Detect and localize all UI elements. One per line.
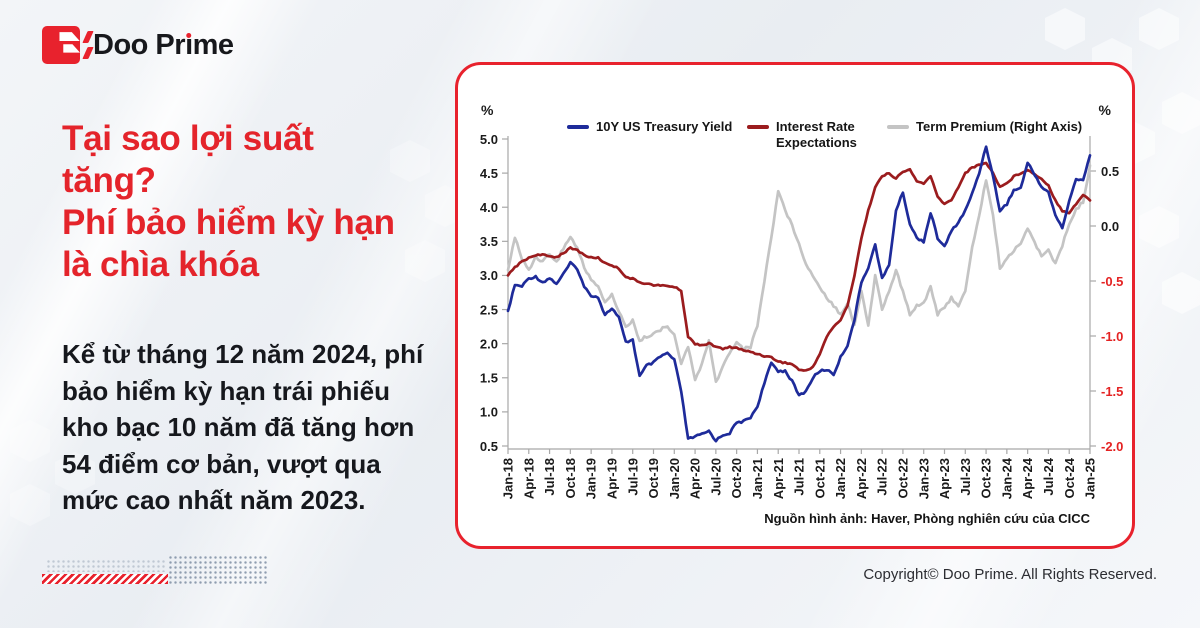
legend-line-swatch-blue xyxy=(567,125,589,129)
svg-text:Apr-24: Apr-24 xyxy=(1020,457,1035,499)
headline: Tại sao lợi suất tăng? Phí bảo hiểm kỳ hạn… xyxy=(62,119,395,284)
svg-text:Jul-22: Jul-22 xyxy=(875,458,890,496)
svg-text:Jan-22: Jan-22 xyxy=(833,458,848,499)
svg-text:4.0: 4.0 xyxy=(480,200,498,215)
deco-dot-grid-light xyxy=(46,559,166,572)
svg-text:3.0: 3.0 xyxy=(480,268,498,283)
svg-text:Jul-18: Jul-18 xyxy=(542,458,557,496)
svg-text:Oct-20: Oct-20 xyxy=(729,458,744,498)
svg-text:Oct-18: Oct-18 xyxy=(563,458,578,498)
svg-text:Jan-19: Jan-19 xyxy=(584,458,599,499)
svg-text:Jan-23: Jan-23 xyxy=(916,458,931,499)
svg-text:3.5: 3.5 xyxy=(480,234,498,249)
svg-text:Oct-24: Oct-24 xyxy=(1062,457,1077,498)
legend-label: 10Y US Treasury Yield xyxy=(596,119,733,134)
svg-text:0.5: 0.5 xyxy=(1101,164,1119,179)
logo-arrow-shape xyxy=(59,32,80,42)
legend-label: Interest Rate Expectations xyxy=(776,119,857,150)
svg-text:Oct-21: Oct-21 xyxy=(812,458,827,498)
svg-text:Apr-23: Apr-23 xyxy=(937,458,952,499)
svg-text:Jan-20: Jan-20 xyxy=(667,458,682,499)
svg-text:Oct-19: Oct-19 xyxy=(646,458,661,498)
brand-name: Doo Prıme xyxy=(93,28,234,61)
svg-text:0.5: 0.5 xyxy=(480,439,498,454)
svg-text:-1.0: -1.0 xyxy=(1101,329,1123,344)
svg-text:Jan-24: Jan-24 xyxy=(999,457,1014,499)
svg-text:Jul-21: Jul-21 xyxy=(792,458,807,496)
legend-item-treasury-yield: 10Y US Treasury Yield xyxy=(567,119,732,135)
svg-text:Jul-20: Jul-20 xyxy=(708,458,723,496)
svg-text:Apr-21: Apr-21 xyxy=(771,458,786,499)
svg-text:2.0: 2.0 xyxy=(480,336,498,351)
svg-text:-0.5: -0.5 xyxy=(1101,274,1123,289)
legend-label: Term Premium (Right Axis) xyxy=(916,119,1083,134)
legend-line-swatch-red xyxy=(747,125,769,129)
svg-text:1.0: 1.0 xyxy=(480,405,498,420)
svg-text:4.5: 4.5 xyxy=(480,166,498,181)
logo-arrow-shape-2 xyxy=(63,44,80,53)
legend-line-swatch-gray xyxy=(887,125,909,129)
svg-text:Jan-21: Jan-21 xyxy=(750,458,765,499)
left-axis-unit: % xyxy=(481,102,494,118)
svg-text:Jan-25: Jan-25 xyxy=(1083,458,1098,499)
svg-text:Jul-19: Jul-19 xyxy=(625,458,640,496)
svg-text:Apr-22: Apr-22 xyxy=(854,458,869,499)
logo-chevron-tick xyxy=(82,31,94,43)
deco-dot-grid-dark xyxy=(168,555,268,586)
svg-text:-1.5: -1.5 xyxy=(1101,384,1123,399)
logo-chevron-tick-2 xyxy=(82,47,94,59)
svg-text:Apr-20: Apr-20 xyxy=(688,458,703,499)
doo-prime-logo-icon xyxy=(42,26,94,64)
svg-text:Oct-22: Oct-22 xyxy=(896,458,911,498)
chart-panel: % % 10Y US Treasury Yield Interest Rate … xyxy=(455,62,1135,549)
brand-i-red-dot: ı xyxy=(185,28,193,61)
svg-text:Apr-19: Apr-19 xyxy=(605,458,620,499)
deco-red-striped-bar xyxy=(42,574,168,584)
body-text: Kể từ tháng 12 năm 2024, phí bảo hiểm kỳ … xyxy=(62,339,424,515)
brand-logo: Doo Prıme xyxy=(42,26,234,64)
legend-item-rate-expectations: Interest Rate Expectations xyxy=(747,119,876,151)
svg-text:Jul-24: Jul-24 xyxy=(1041,457,1056,495)
copyright: Copyright© Doo Prime. All Rights Reserve… xyxy=(863,566,1157,583)
svg-text:Jan-18: Jan-18 xyxy=(501,458,516,499)
svg-text:Jul-23: Jul-23 xyxy=(958,458,973,496)
svg-text:-2.0: -2.0 xyxy=(1101,439,1123,454)
chart-source: Nguồn hình ảnh: Haver, Phòng nghiên cứu … xyxy=(764,511,1090,526)
svg-text:0.0: 0.0 xyxy=(1101,219,1119,234)
svg-text:Apr-18: Apr-18 xyxy=(521,458,536,499)
svg-text:2.5: 2.5 xyxy=(480,302,498,317)
svg-text:1.5: 1.5 xyxy=(480,371,498,386)
right-axis-unit: % xyxy=(1098,102,1111,118)
svg-text:Oct-23: Oct-23 xyxy=(979,458,994,498)
legend-item-term-premium: Term Premium (Right Axis) xyxy=(887,119,1082,135)
svg-text:5.0: 5.0 xyxy=(480,132,498,147)
